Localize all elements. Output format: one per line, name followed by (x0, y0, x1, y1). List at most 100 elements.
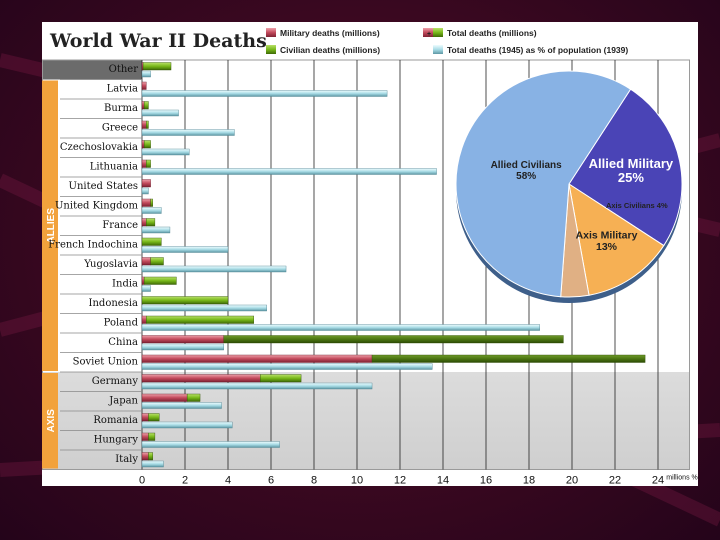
category-label: Poland (104, 318, 139, 329)
category-label: French Indochina (48, 240, 138, 251)
bar-military (141, 413, 149, 422)
legend-swatch-percent (433, 45, 443, 54)
bar-civilian (141, 237, 162, 246)
bar-military (141, 452, 149, 461)
legend-swatch-military (266, 28, 276, 37)
legend-swatch-total-civilian (433, 28, 443, 37)
x-tick-label: 4 (225, 475, 231, 487)
bar-military (141, 198, 151, 207)
legend: Military deaths (millions) + Total death… (266, 28, 628, 55)
bar-percent (141, 343, 224, 351)
pie-label: Axis Military (576, 230, 638, 242)
pie-label: 58% (516, 171, 536, 182)
x-tick-label: 2 (182, 475, 188, 487)
bar-percent (141, 168, 437, 175)
x-tick-label: 0 (139, 475, 145, 487)
legend-plus: + (427, 31, 431, 38)
bar-military (141, 276, 145, 285)
group-label-allies: ALLIES (46, 208, 57, 244)
bar-percent (141, 324, 540, 331)
bar-military (141, 257, 151, 266)
bar-civilian (150, 257, 164, 266)
bar-civilian (186, 393, 201, 402)
bar-military (141, 101, 145, 110)
x-tick-label: 6 (268, 475, 274, 487)
bar-percent (141, 363, 433, 370)
group-band-axis (42, 373, 58, 469)
pie-label: 25% (618, 170, 644, 185)
bar-military (141, 140, 145, 149)
category-label: Latvia (107, 84, 138, 95)
bar-military (141, 393, 188, 402)
bar-percent (141, 265, 287, 273)
x-tick-label: 16 (480, 475, 492, 487)
pie-slice-allied-civilians (455, 70, 632, 298)
bar-chart: ALLIES AXIS Other Latvia Burma Greece Czechosl… (42, 59, 698, 487)
pie-slice-allied-military (568, 88, 683, 247)
bar-civilian (143, 140, 151, 149)
bar-military (141, 218, 147, 227)
bar-percent (141, 285, 151, 292)
bar-percent (141, 304, 267, 312)
x-tick-label: 24 (652, 475, 664, 487)
category-label: Hungary (94, 435, 139, 446)
bar-percent (141, 226, 171, 234)
x-tick-label: 10 (351, 475, 363, 487)
pie-label: Axis Civilians 4% (606, 201, 668, 210)
bar-military (141, 315, 147, 324)
x-tick-label: 14 (437, 475, 449, 487)
bar-percent (141, 460, 164, 468)
category-label: Soviet Union (73, 357, 139, 368)
bar-military (141, 81, 147, 90)
legend-civilian: Civilian deaths (millions) (280, 45, 380, 55)
bar-military (141, 374, 261, 383)
bar-percent (141, 148, 190, 156)
bar-percent (141, 70, 151, 78)
legend-swatch-civilian (266, 45, 276, 54)
bar-military (141, 159, 147, 168)
bar-civilian (146, 315, 255, 324)
bar-military (141, 179, 151, 188)
bar-civilian (148, 432, 156, 441)
chart-title: World War II Deaths (49, 30, 267, 52)
category-label: United Kingdom (55, 201, 139, 212)
chart-panel: World War II Deaths Military deaths (mil… (42, 22, 698, 486)
bar-percent (141, 382, 373, 390)
category-label: Other (109, 64, 139, 75)
bar-percent (141, 402, 222, 409)
bar-percent (141, 187, 149, 195)
x-axis-unit: millions % (666, 475, 698, 482)
category-label: India (112, 279, 138, 290)
group-band-allies (42, 80, 58, 371)
bar-civilian (143, 101, 149, 110)
pie-label: Allied Military (589, 156, 674, 171)
bar-percent (141, 90, 388, 97)
category-label: Japan (108, 396, 138, 407)
bar-percent (141, 207, 162, 214)
x-tick-label: 20 (566, 475, 578, 487)
bar-civilian (143, 276, 177, 285)
category-label: Burma (104, 103, 138, 114)
bar-civilian (148, 413, 160, 422)
x-tick-label: 18 (523, 475, 535, 487)
x-tick-label: 8 (311, 475, 317, 487)
bar-military (141, 120, 147, 129)
bar-civilian (141, 296, 229, 305)
category-label: Germany (92, 376, 139, 387)
bar-military (141, 432, 149, 441)
category-label: Greece (102, 123, 138, 134)
bar-percent (141, 246, 229, 253)
war-deaths-chart: World War II Deaths Military deaths (mil… (42, 28, 698, 487)
category-label: China (108, 337, 138, 348)
legend-percent: Total deaths (1945) as % of population (… (447, 45, 628, 55)
bar-military (141, 354, 373, 363)
x-tick-label: 12 (394, 475, 406, 487)
category-label: France (102, 220, 138, 231)
bar-civilian (146, 159, 151, 168)
category-label: United States (69, 181, 138, 192)
category-label: Indonesia (89, 298, 139, 309)
legend-swatch-total-military (423, 28, 433, 37)
bar-civilian (223, 335, 564, 344)
bar-military (141, 335, 224, 344)
